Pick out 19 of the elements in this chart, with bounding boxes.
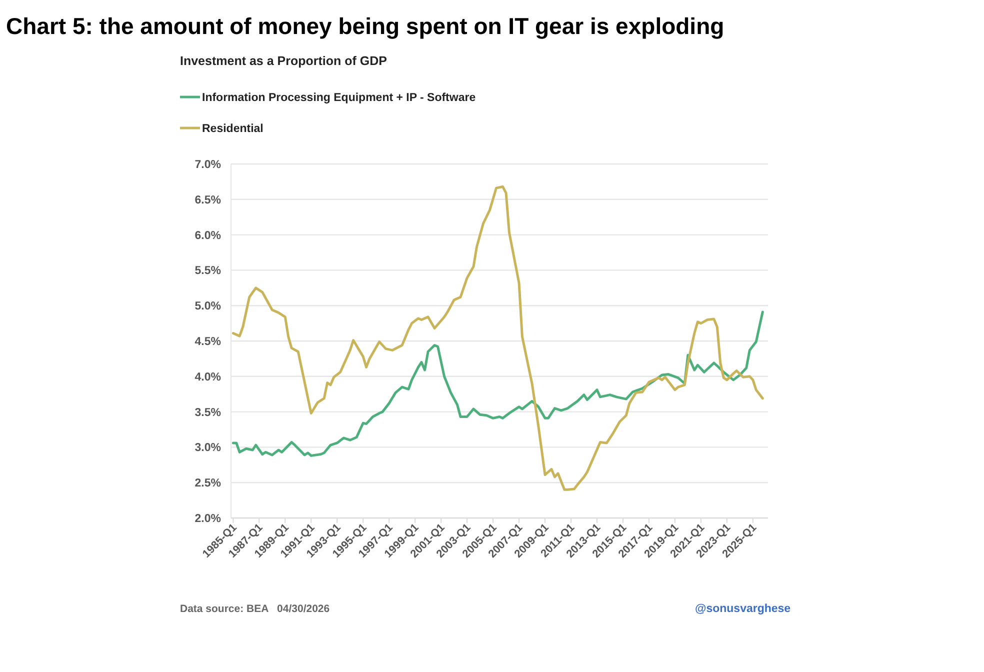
text: @sonusvarghese (695, 603, 791, 615)
y-tick-label: 2.0% (194, 513, 221, 525)
y-tick-label: 6.0% (194, 230, 221, 242)
chart-subtitle: Investment as a Proportion of GDP (180, 54, 387, 68)
y-tick-label: 4.0% (194, 371, 221, 384)
line-series (232, 185, 764, 491)
y-tick-label: 5.0% (194, 300, 221, 313)
y-tick-label: 6.5% (194, 194, 221, 206)
y-tick-label: 5.5% (194, 265, 221, 278)
source-note: Data source: BEA 04/30/2026 (180, 603, 330, 615)
chart-title: Chart 5: the amount of money being spent on IT gear is exploding (6, 13, 724, 39)
y-tick-label: 2.5% (194, 478, 221, 490)
line-series (232, 310, 764, 457)
y-tick-label: 3.0% (194, 442, 221, 454)
legend-label: Residential (202, 123, 264, 135)
y-tick-label: 3.5% (194, 406, 221, 419)
y-tick-label: 7.0% (194, 159, 221, 171)
legend-label: Information Processing Equipment + IP - Software (202, 92, 476, 104)
y-tick-label: 4.5% (194, 336, 221, 348)
